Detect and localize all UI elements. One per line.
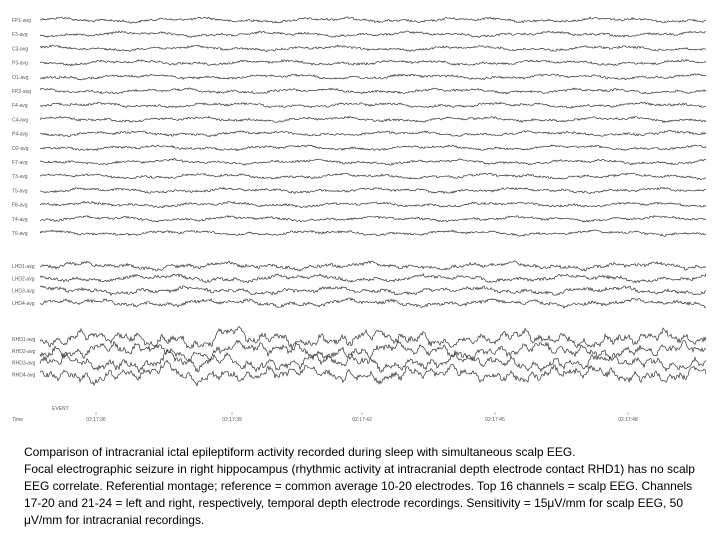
eeg-trace xyxy=(39,260,707,272)
figure-caption: Comparison of intracranial ictal epilept… xyxy=(24,444,696,529)
eeg-trace xyxy=(40,215,707,223)
channel-label: RHD4-avg xyxy=(12,372,36,378)
caption-title: Comparison of intracranial ictal epilept… xyxy=(24,445,576,459)
channel-label: F8-avg xyxy=(12,203,28,209)
eeg-trace xyxy=(39,73,707,81)
channel-label: O1-avg xyxy=(12,75,29,81)
channel-label: F3-avg xyxy=(12,32,28,38)
channel-label: LHD2-avg xyxy=(12,276,35,282)
eeg-trace xyxy=(39,101,707,109)
channel-label: T5-avg xyxy=(12,188,28,194)
time-tick-label: 02:17:48 xyxy=(618,417,638,423)
eeg-trace xyxy=(39,285,707,297)
channel-label: RHD3-avg xyxy=(12,361,36,367)
channel-label: C3-avg xyxy=(12,46,28,52)
channel-label: P4-avg xyxy=(12,132,28,138)
eeg-trace xyxy=(39,58,707,67)
channel-label: T4-avg xyxy=(12,217,28,223)
eeg-trace xyxy=(39,172,707,181)
time-tick-label: 02:17:42 xyxy=(352,417,372,423)
eeg-trace xyxy=(39,129,707,138)
channel-label: C4-avg xyxy=(12,117,28,123)
channel-label: T6-avg xyxy=(12,231,28,237)
eeg-trace xyxy=(39,297,706,309)
channel-labels: FP1-avg F3-avg C3-avg P3-avg O1-avg FP2-avg F4… xyxy=(12,18,36,378)
eeg-trace xyxy=(39,115,707,124)
channel-label: O2-avg xyxy=(12,146,29,152)
eeg-trace xyxy=(39,348,707,374)
channel-label: LHD3-avg xyxy=(12,289,35,295)
eeg-trace xyxy=(39,186,707,194)
eeg-trace xyxy=(39,144,707,152)
channel-label: LHD4-avg xyxy=(12,301,35,307)
eeg-trace xyxy=(39,338,707,362)
eeg-trace xyxy=(39,273,707,284)
channel-label: FP1-avg xyxy=(12,18,31,24)
channel-label: LHD1-avg xyxy=(12,264,35,270)
event-label: EVENT xyxy=(52,406,69,412)
eeg-trace xyxy=(39,87,707,95)
time-axis: Time EVENT 02:17:36 02:17:39 02:17:42 02:17… xyxy=(12,406,638,423)
channel-label: RHD2-avg xyxy=(12,349,36,355)
time-tick-label: 02:17:39 xyxy=(222,417,242,423)
eeg-trace xyxy=(39,359,707,387)
eeg-trace xyxy=(39,30,706,38)
eeg-trace xyxy=(39,325,707,351)
eeg-trace xyxy=(39,44,707,53)
eeg-trace xyxy=(39,200,707,209)
eeg-trace xyxy=(39,229,707,237)
channel-label: F7-avg xyxy=(12,160,28,166)
channel-label: RHD1-avg xyxy=(12,337,36,343)
eeg-figure: FP1-avg F3-avg C3-avg P3-avg O1-avg FP2-avg F4… xyxy=(12,16,707,423)
eeg-trace xyxy=(39,158,707,166)
eeg-trace xyxy=(39,16,707,24)
caption-body: Focal electrographic seizure in right hi… xyxy=(24,462,695,527)
eeg-traces xyxy=(39,16,707,387)
channel-label: P3-avg xyxy=(12,61,28,67)
channel-label: F4-avg xyxy=(12,103,28,109)
time-tick-label: 02:17:36 xyxy=(86,417,106,423)
channel-label: FP2-avg xyxy=(12,89,31,95)
time-axis-title: Time xyxy=(12,417,23,423)
time-tick-label: 02:17:45 xyxy=(485,417,505,423)
channel-label: T3-avg xyxy=(12,174,28,180)
